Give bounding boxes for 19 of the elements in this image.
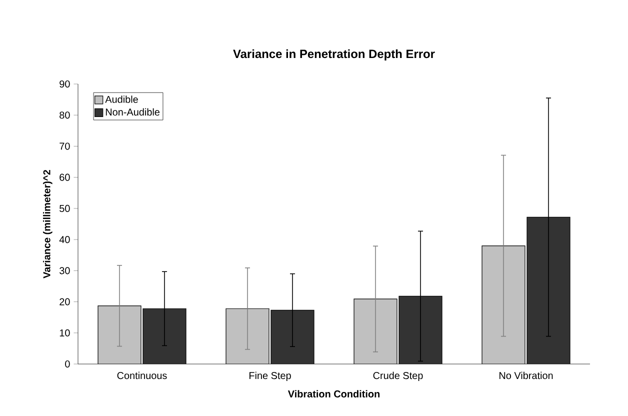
x-tick-label: Continuous: [117, 372, 167, 380]
y-tick-label: 40: [59, 236, 70, 244]
y-tick-label: 20: [60, 298, 70, 306]
x-tick-label: No Vibration: [499, 372, 553, 380]
y-tick-label: 0: [65, 360, 70, 368]
y-tick-label: 80: [60, 112, 70, 119]
y-tick-label: 70: [60, 142, 70, 150]
x-tick-label: Crude Step: [373, 372, 423, 382]
legend-label: Non-Audible: [106, 108, 160, 116]
y-tick-label: 60: [60, 174, 70, 181]
y-axis-title: Variance (millimeter)^2: [43, 170, 52, 278]
y-tick-label: 30: [60, 267, 70, 274]
x-axis-title: Vibration Condition: [288, 390, 380, 398]
y-tick-label: 50: [60, 204, 70, 212]
legend-label: Audible: [105, 96, 138, 103]
chart-title: Variance in Penetration Depth Error: [233, 49, 435, 61]
x-tick-label: Fine Step: [249, 372, 291, 382]
y-tick-label: 10: [60, 329, 70, 336]
y-tick-label: 90: [60, 80, 70, 88]
